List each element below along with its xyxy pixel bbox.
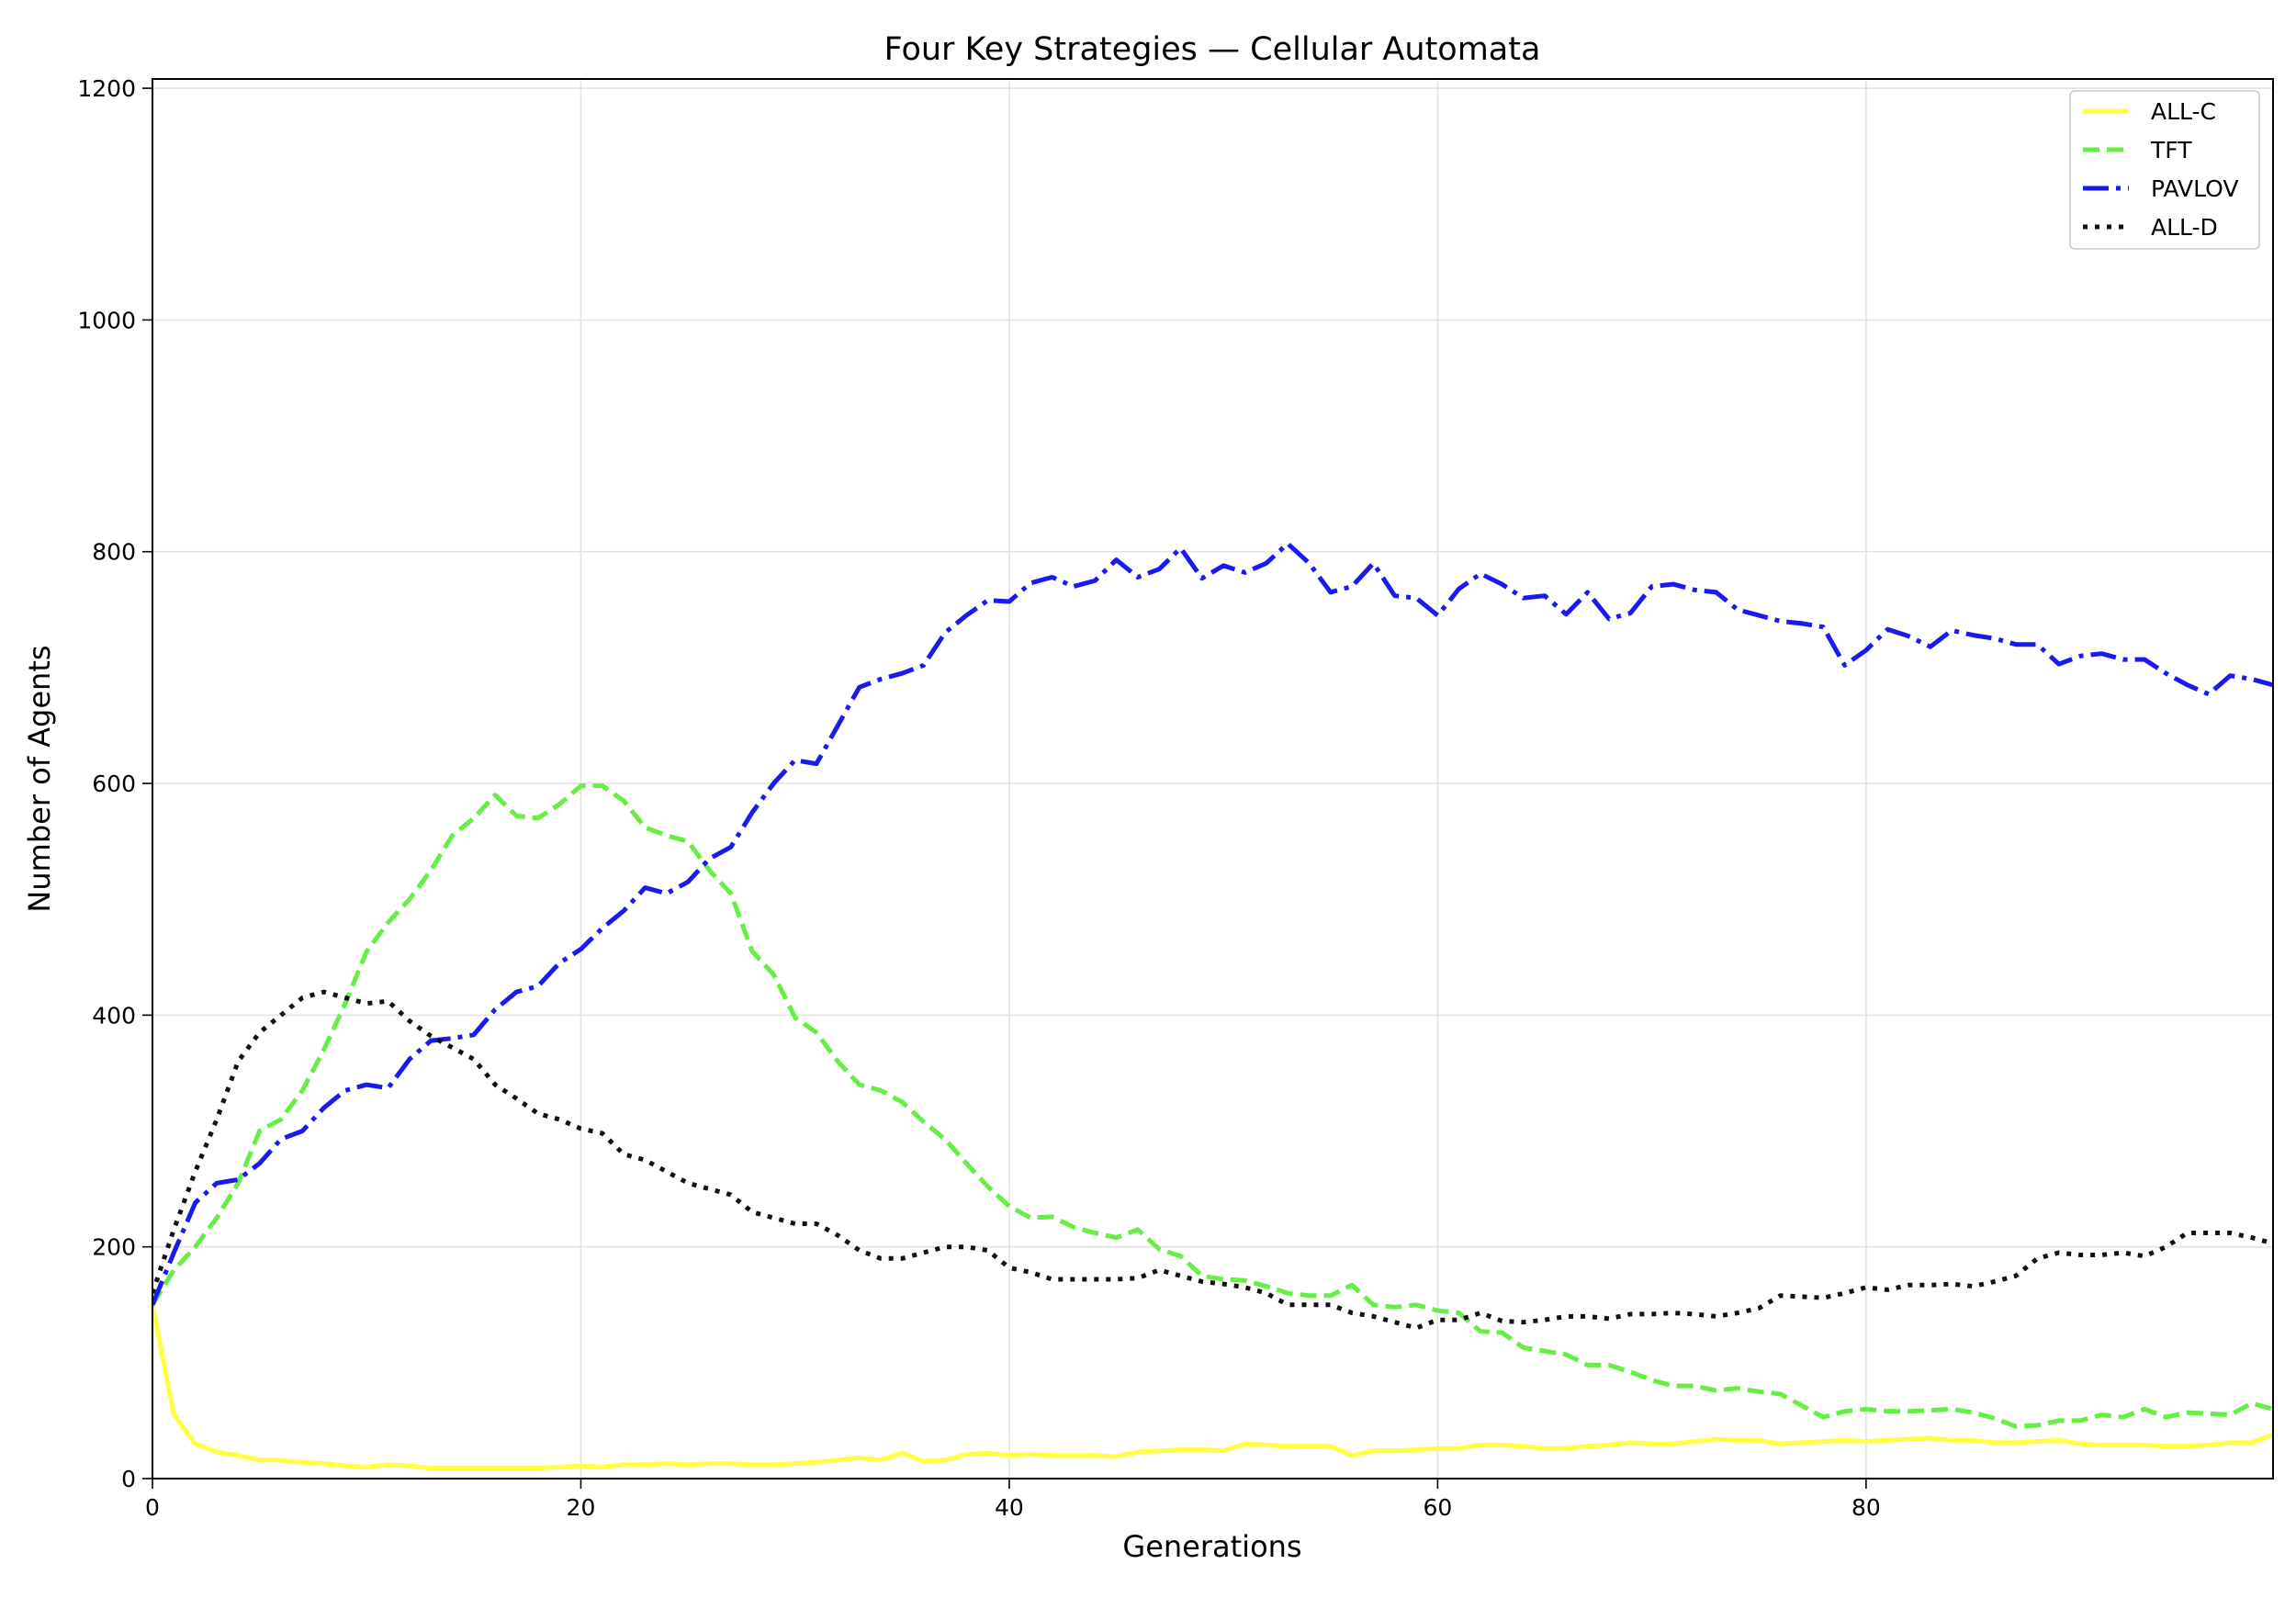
- y-axis-label: Number of Agents: [22, 645, 57, 912]
- x-tick-label: 40: [995, 1494, 1024, 1521]
- y-tick-label: 200: [92, 1234, 136, 1261]
- series-line-tft: [152, 783, 2273, 1429]
- y-tick-label: 1200: [77, 75, 136, 102]
- series-line-all-d: [152, 989, 2273, 1331]
- legend-label: TFT: [2150, 137, 2192, 163]
- x-axis-label: Generations: [1122, 1529, 1301, 1564]
- x-tick-label: 60: [1423, 1494, 1452, 1521]
- series-line-all-c: [152, 1304, 2273, 1471]
- x-tick-label: 80: [1851, 1494, 1881, 1521]
- legend-label: ALL-C: [2151, 98, 2216, 125]
- plot-frame: [152, 78, 2274, 1480]
- legend-label: PAVLOV: [2151, 175, 2238, 202]
- y-tick-label: 400: [92, 1002, 136, 1029]
- y-tick-label: 800: [92, 539, 136, 566]
- series-lines: [152, 541, 2273, 1471]
- x-tick-label: 20: [567, 1494, 596, 1521]
- y-tick-label: 600: [92, 771, 136, 797]
- legend-label: ALL-D: [2151, 214, 2218, 241]
- x-tick-label: 0: [145, 1494, 160, 1521]
- y-tick-label: 0: [121, 1466, 136, 1492]
- y-tick-label: 1000: [77, 307, 136, 333]
- chart-title: Four Key Strategies — Cellular Automata: [884, 31, 1541, 68]
- legend: ALL-C TFT PAVLOV ALL-D: [2069, 90, 2260, 250]
- series-line-pavlov: [152, 541, 2273, 1306]
- grid: [152, 79, 2273, 1480]
- legend-box: [2069, 90, 2260, 250]
